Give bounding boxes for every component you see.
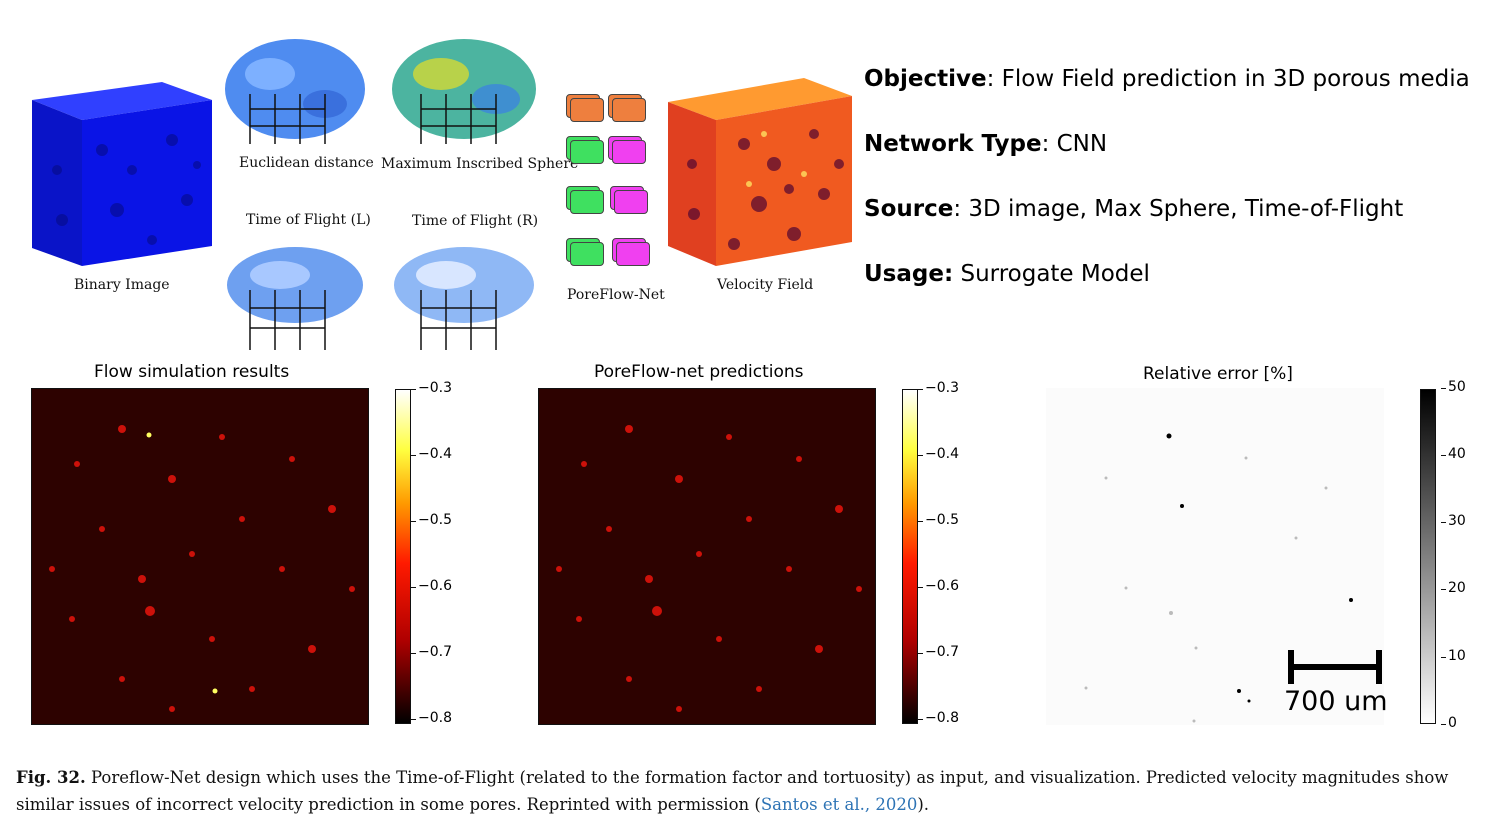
error-colorbar <box>1420 389 1436 724</box>
network-line: Network Type: CNN <box>864 131 1108 157</box>
euclidean-distance-cube <box>225 39 365 144</box>
err-title: Relative error [%] <box>1143 364 1293 384</box>
caption-text: Poreflow-Net design which uses the Time-… <box>16 768 1449 814</box>
tof-r-cube <box>394 247 534 350</box>
tof-r-label: Time of Flight (R) <box>412 213 539 229</box>
pred-colorbar <box>902 389 918 724</box>
usage-line: Usage: Surrogate Model <box>864 261 1150 287</box>
relative-error-map <box>1046 388 1384 725</box>
objective-line: Objective: Flow Field prediction in 3D p… <box>864 66 1470 92</box>
euclidean-distance-label: Euclidean distance <box>239 155 374 171</box>
velocity-field-cube <box>668 78 852 266</box>
caption-tail: ). <box>917 795 930 814</box>
prediction-heatmap <box>538 388 876 725</box>
simulation-heatmap <box>31 388 369 725</box>
sim-title: Flow simulation results <box>94 362 290 382</box>
poreflow-net-label: PoreFlow-Net <box>567 287 665 303</box>
citation-link[interactable]: Santos et al., 2020 <box>760 795 918 814</box>
figure-caption: Fig. 32. Poreflow-Net design which uses … <box>16 764 1482 818</box>
max-sphere-cube <box>392 39 536 144</box>
binary-image-cube <box>32 82 212 266</box>
binary-image-label: Binary Image <box>74 277 170 293</box>
velocity-field-label: Velocity Field <box>717 277 814 293</box>
max-sphere-label: Maximum Inscribed Sphere <box>381 156 579 172</box>
pred-title: PoreFlow-net predictions <box>594 362 804 382</box>
tof-l-label: Time of Flight (L) <box>246 212 371 228</box>
source-line: Source: 3D image, Max Sphere, Time-of-Fl… <box>864 196 1404 222</box>
scale-bar-label: 700 um <box>1284 686 1388 717</box>
scale-bar <box>1288 650 1382 684</box>
figure-number: Fig. 32. <box>16 768 86 787</box>
tof-l-cube <box>227 247 363 350</box>
sim-colorbar <box>395 389 411 724</box>
